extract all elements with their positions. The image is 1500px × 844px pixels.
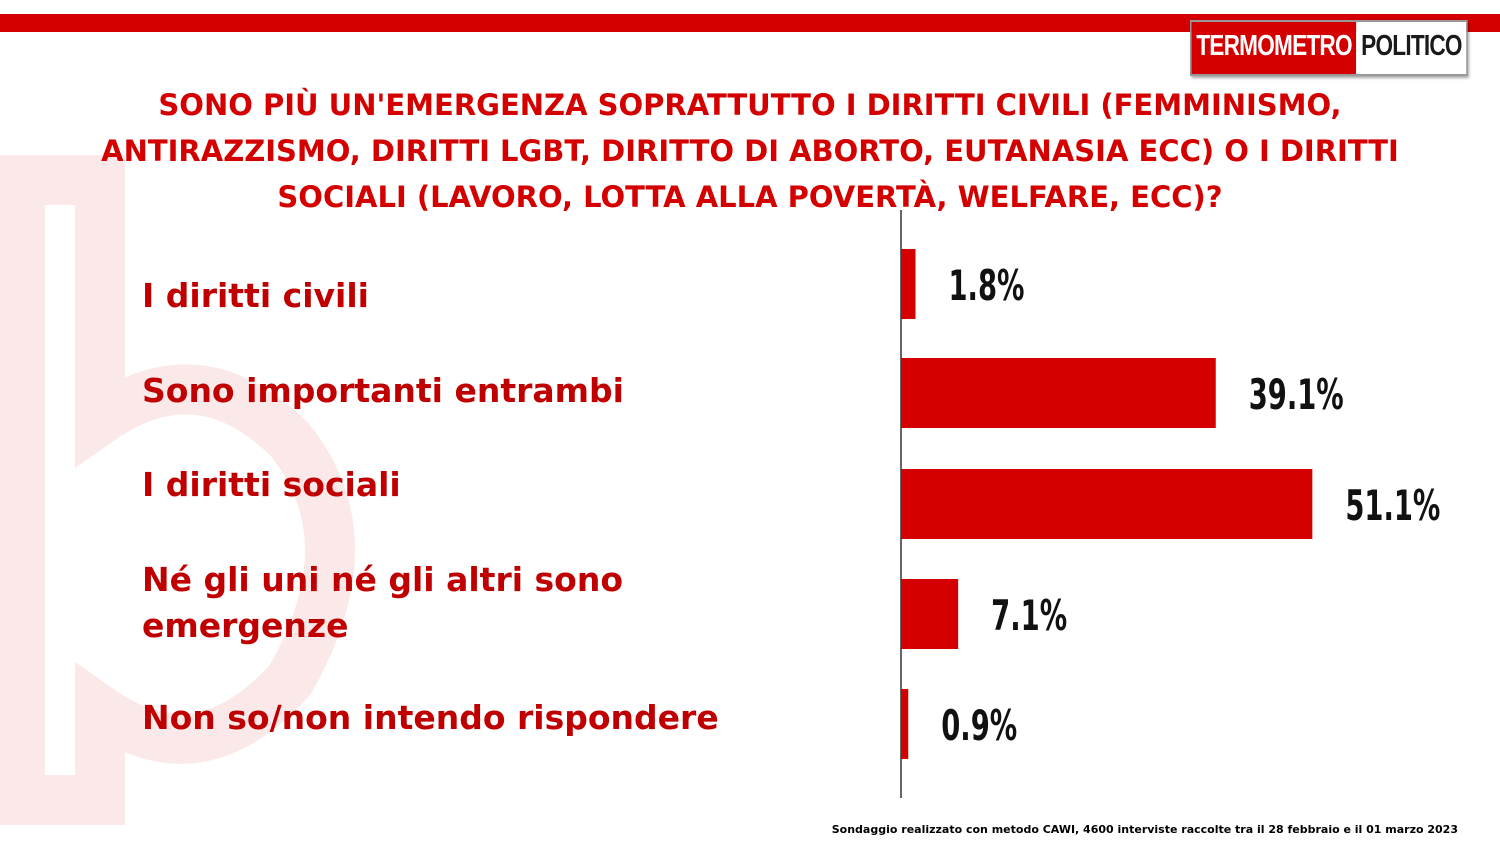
- footnote: Sondaggio realizzato con metodo CAWI, 46…: [831, 823, 1458, 836]
- logo-part-politico: POLITICO: [1356, 22, 1467, 74]
- category-label-ne-uni-ne-altri: Né gli uni né gli altri sono emergenze: [142, 560, 624, 645]
- termometro-politico-logo: TERMOMETRO POLITICO: [1190, 20, 1468, 76]
- bar-3: [901, 469, 1313, 539]
- chart-title: SONO PIÙ UN'EMERGENZA SOPRATTUTTO I DIRI…: [101, 88, 1399, 214]
- value-label-5: 0.9%: [941, 701, 1017, 750]
- category-label-non-so: Non so/non intendo rispondere: [142, 698, 719, 737]
- value-label-4: 7.1%: [991, 591, 1067, 640]
- bar-5: [901, 689, 909, 759]
- value-label-1: 1.8%: [948, 261, 1024, 310]
- value-label-2: 39.1%: [1249, 370, 1344, 419]
- category-label-diritti-sociali: I diritti sociali: [142, 465, 401, 504]
- value-label-3: 51.1%: [1345, 481, 1440, 530]
- top-red-bar: [0, 14, 1500, 32]
- bar-4: [901, 579, 959, 649]
- bar-1: [901, 249, 916, 319]
- bar-2: [901, 358, 1216, 428]
- category-label-diritti-civili: I diritti civili: [142, 276, 369, 315]
- logo-part-termometro: TERMOMETRO: [1191, 22, 1357, 74]
- category-label-importanti-entrambi: Sono importanti entrambi: [142, 371, 624, 410]
